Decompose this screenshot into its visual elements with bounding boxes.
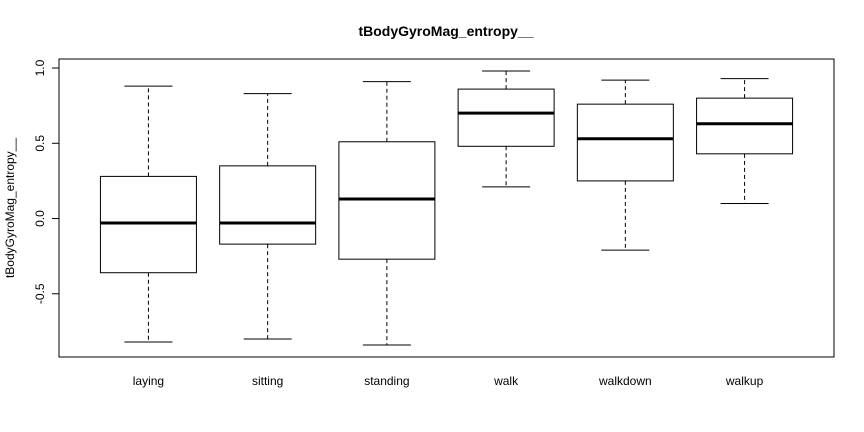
x-tick-label: standing [364,374,409,388]
y-axis: -0.5 0.0 0.5 1.0 [33,59,60,304]
boxes-layer [99,70,794,346]
iqr-box [696,97,794,155]
box-laying [99,85,197,343]
iqr-box [457,88,555,147]
y-tick-label: 1.0 [33,59,47,76]
y-tick-label: 0.5 [33,135,47,152]
iqr-box [99,175,197,274]
y-axis-label: tBodyGyroMag_entropy__ [3,138,17,278]
x-axis: laying sitting standing walk walkdown walkup [133,374,764,388]
iqr-box [338,141,436,260]
box-standing [338,81,436,346]
x-tick-label: walkdown [598,374,652,388]
x-tick-label: walk [493,374,519,388]
plot-frame [58,58,835,358]
iqr-box [576,103,674,182]
x-tick-label: laying [133,374,164,388]
box-sitting [219,93,317,340]
chart-title: tBodyGyroMag_entropy__ [358,23,533,39]
y-tick-label: 0.0 [33,210,47,227]
box-walkdown [576,79,674,251]
y-tick-label: -0.5 [33,283,47,304]
x-tick-label: sitting [252,374,283,388]
x-tick-label: walkup [725,374,764,388]
box-walk [457,70,555,188]
box-walkup [696,78,794,204]
iqr-box [219,165,317,245]
